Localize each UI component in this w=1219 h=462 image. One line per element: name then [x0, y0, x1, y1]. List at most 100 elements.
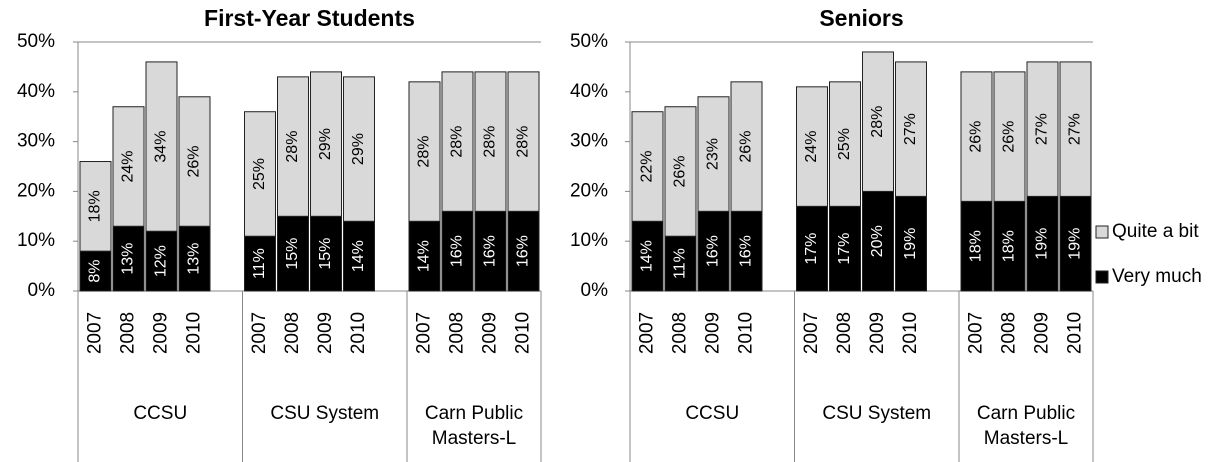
data-label: 28% — [416, 136, 433, 168]
data-label: 25% — [251, 158, 268, 190]
bar-segment — [993, 71, 1026, 202]
bar-segment — [862, 51, 894, 192]
data-label: 27% — [1034, 113, 1051, 145]
data-label: 24% — [120, 150, 137, 182]
bar-segment — [507, 210, 540, 292]
y-tick-label: 20% — [570, 180, 608, 201]
data-label: 12% — [153, 245, 170, 277]
y-tick-label: 50% — [570, 31, 608, 52]
bar-segment — [441, 71, 474, 212]
bar-segment — [112, 225, 145, 292]
y-tick-label: 20% — [17, 180, 55, 201]
y-tick-label: 30% — [570, 131, 608, 152]
data-label: 18% — [87, 190, 104, 222]
x-tick-label: 2009 — [151, 312, 172, 354]
x-tick-label: 2008 — [834, 312, 855, 354]
data-label: 17% — [836, 233, 853, 265]
data-label: 28% — [284, 131, 301, 163]
data-label: 28% — [869, 106, 886, 138]
y-tick-label: 10% — [17, 230, 55, 251]
x-tick-label: 2007 — [966, 312, 987, 354]
data-label: 13% — [186, 243, 203, 275]
x-tick-label: 2010 — [348, 312, 369, 354]
bar-segment — [474, 210, 507, 292]
x-tick-label: 2009 — [867, 312, 888, 354]
data-label: 19% — [1034, 228, 1051, 260]
data-label: 26% — [672, 155, 689, 187]
data-label: 11% — [672, 248, 689, 279]
bar-segment — [244, 235, 276, 292]
data-label: 29% — [317, 128, 334, 160]
chart-title: Seniors — [819, 5, 903, 31]
data-label: 29% — [350, 133, 367, 165]
group-label: Carn Public Masters-L — [977, 403, 1075, 449]
x-tick-label: 2009 — [315, 312, 336, 354]
bar-segment — [79, 250, 112, 292]
x-tick-label: 2009 — [703, 312, 724, 354]
data-label: 14% — [639, 240, 656, 272]
x-tick-label: 2009 — [480, 312, 501, 354]
bar-segment — [993, 200, 1026, 292]
data-label: 13% — [120, 243, 137, 275]
x-tick-label: 2008 — [447, 312, 468, 354]
x-tick-label: 2007 — [801, 312, 822, 354]
data-label: 16% — [738, 235, 755, 267]
data-label: 19% — [902, 228, 919, 260]
bar-segment — [343, 76, 375, 222]
x-tick-label: 2010 — [513, 312, 534, 354]
bar-segment — [408, 81, 441, 222]
bar-segment — [895, 195, 927, 292]
bar-segment — [829, 81, 861, 207]
bar-segment — [178, 96, 211, 227]
bar-segment — [112, 106, 145, 227]
legend-label: Very much — [1112, 266, 1202, 287]
data-label: 18% — [1001, 230, 1018, 262]
bar-segment — [343, 220, 375, 292]
data-label: 20% — [869, 225, 886, 257]
legend-label: Quite a bit — [1112, 221, 1199, 242]
data-label: 15% — [284, 238, 301, 270]
data-label: 28% — [515, 126, 532, 158]
bar-segment — [1059, 195, 1092, 292]
data-label: 22% — [639, 150, 656, 182]
y-tick-label: 30% — [17, 131, 55, 152]
data-label: 27% — [1067, 113, 1084, 145]
data-label: 34% — [153, 131, 170, 163]
bar-segment — [631, 111, 664, 222]
bar-segment — [697, 210, 730, 292]
x-tick-label: 2010 — [736, 312, 757, 354]
x-tick-label: 2008 — [670, 312, 691, 354]
group-label: Carn Public Masters-L — [425, 403, 523, 449]
data-label: 14% — [350, 240, 367, 272]
data-label: 23% — [705, 138, 722, 170]
data-label: 25% — [836, 128, 853, 160]
data-label: 16% — [705, 235, 722, 267]
x-tick-label: 2010 — [900, 312, 921, 354]
y-tick-label: 50% — [17, 31, 55, 52]
data-label: 16% — [449, 235, 466, 267]
x-tick-label: 2007 — [249, 312, 270, 354]
data-label: 26% — [186, 146, 203, 178]
bar-segment — [310, 215, 342, 292]
group-label: CSU System — [822, 403, 931, 424]
y-tick-label: 40% — [570, 81, 608, 102]
y-tick-label: 0% — [581, 280, 609, 301]
data-label: 15% — [317, 238, 334, 270]
bar-segment — [507, 71, 540, 212]
y-tick-label: 0% — [28, 280, 56, 301]
x-tick-label: 2007 — [85, 312, 106, 354]
data-label: 28% — [449, 126, 466, 158]
group-label: CSU System — [270, 403, 379, 424]
x-tick-label: 2008 — [282, 312, 303, 354]
x-tick-label: 2007 — [414, 312, 435, 354]
data-label: 26% — [738, 131, 755, 163]
data-label: 8% — [87, 260, 104, 283]
bar-segment — [244, 111, 276, 237]
bar-segment — [895, 61, 927, 197]
data-label: 14% — [416, 240, 433, 272]
bar-segment — [310, 71, 342, 217]
bar-segment — [1059, 61, 1092, 197]
data-label: 16% — [482, 235, 499, 267]
bar-segment — [474, 71, 507, 212]
